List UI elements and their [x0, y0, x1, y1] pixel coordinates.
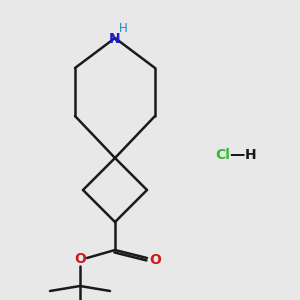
Text: Cl: Cl — [215, 148, 230, 162]
Text: H: H — [245, 148, 257, 162]
Text: H: H — [118, 22, 127, 35]
Text: N: N — [109, 32, 121, 46]
Text: —: — — [229, 148, 245, 163]
Text: O: O — [149, 253, 161, 267]
Text: O: O — [74, 252, 86, 266]
